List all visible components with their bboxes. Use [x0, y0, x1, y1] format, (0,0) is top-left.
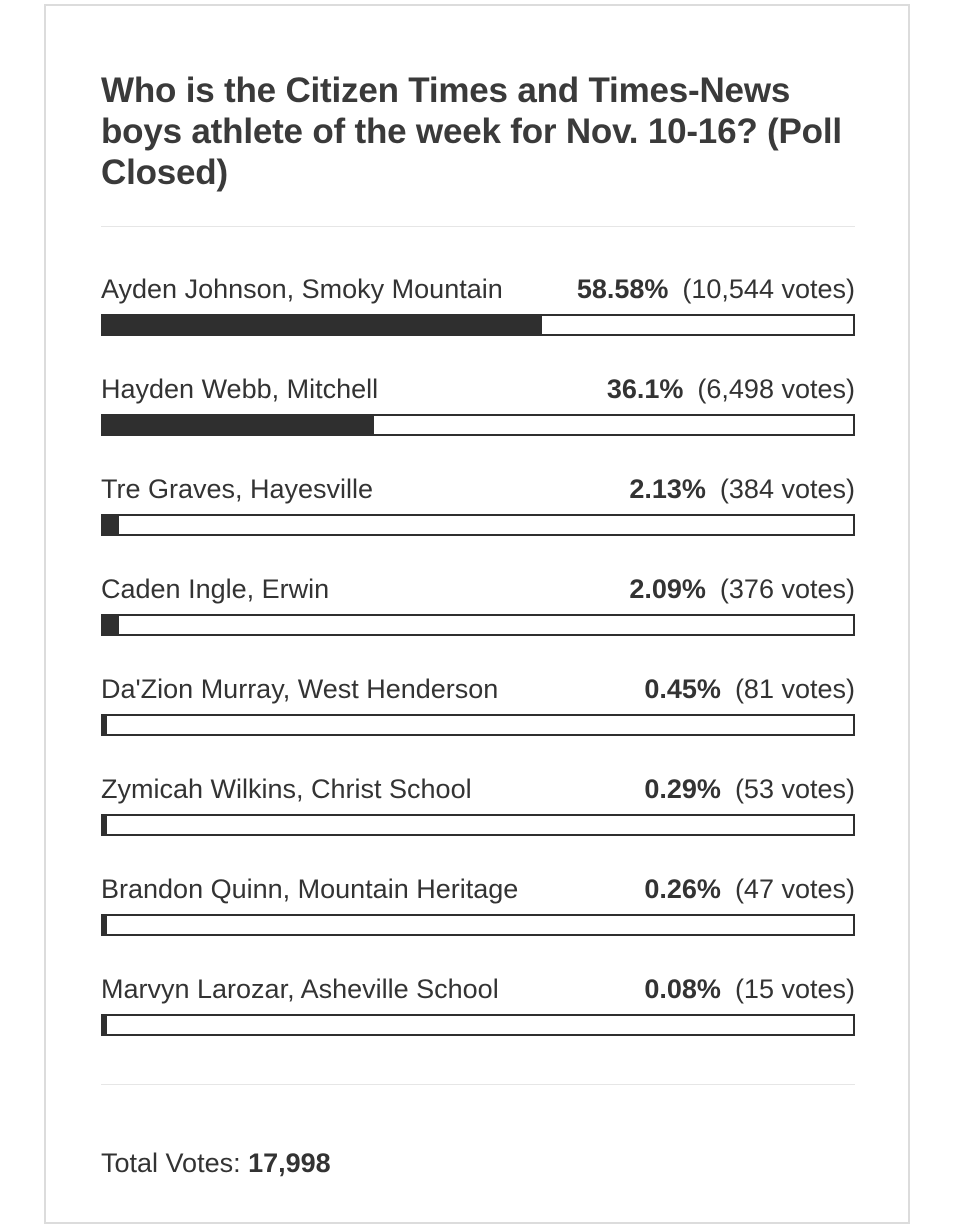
poll-results: Ayden Johnson, Smoky Mountain 58.58% (10,… — [101, 268, 855, 1068]
option-label: Caden Ingle, Erwin — [101, 573, 330, 604]
option-result: 2.13% (384 votes) — [629, 474, 855, 505]
option-votes: (6,498 votes) — [697, 373, 855, 404]
poll-option: Zymicah Wilkins, Christ School 0.29% (53 … — [101, 768, 855, 868]
result-bar — [101, 1014, 855, 1036]
option-label: Zymicah Wilkins, Christ School — [101, 773, 472, 804]
total-votes-value: 17,998 — [248, 1148, 331, 1178]
total-votes-label: Total Votes: — [101, 1148, 241, 1178]
option-votes: (384 votes) — [719, 473, 855, 504]
option-percent: 36.1% — [606, 373, 684, 404]
option-votes: (47 votes) — [734, 873, 855, 904]
option-result: 0.45% (81 votes) — [644, 674, 855, 705]
option-votes: (15 votes) — [734, 973, 855, 1004]
result-bar — [101, 914, 855, 936]
result-bar-fill — [103, 616, 119, 634]
option-votes: (10,544 votes) — [682, 273, 855, 304]
result-bar — [101, 414, 855, 436]
option-percent: 2.09% — [629, 573, 706, 604]
results-divider — [101, 1084, 855, 1085]
result-bar-fill — [103, 716, 107, 734]
option-votes: (81 votes) — [734, 673, 855, 704]
option-percent: 0.26% — [644, 873, 721, 904]
poll-option: Caden Ingle, Erwin 2.09% (376 votes) — [101, 568, 855, 668]
result-bar-fill — [103, 1016, 107, 1034]
poll-option: Ayden Johnson, Smoky Mountain 58.58% (10,… — [101, 268, 855, 368]
option-percent: 58.58% — [576, 273, 669, 304]
result-bar — [101, 514, 855, 536]
option-result: 58.58% (10,544 votes) — [577, 274, 855, 305]
option-percent: 0.08% — [644, 973, 721, 1004]
title-divider — [101, 226, 855, 227]
result-bar — [101, 714, 855, 736]
option-votes: (53 votes) — [734, 773, 855, 804]
option-percent: 0.29% — [644, 773, 721, 804]
result-bar — [101, 614, 855, 636]
poll-option: Marvyn Larozar, Asheville School 0.08% (1… — [101, 968, 855, 1068]
option-result: 0.26% (47 votes) — [644, 874, 855, 905]
poll-title: Who is the Citizen Times and Times-News … — [101, 71, 842, 192]
option-result: 2.09% (376 votes) — [629, 574, 855, 605]
option-votes: (376 votes) — [719, 573, 855, 604]
option-label: Marvyn Larozar, Asheville School — [101, 973, 499, 1004]
option-result: 0.29% (53 votes) — [644, 774, 855, 805]
result-bar-fill — [103, 516, 119, 534]
option-label: Hayden Webb, Mitchell — [101, 373, 379, 404]
option-percent: 2.13% — [629, 473, 706, 504]
option-percent: 0.45% — [644, 673, 721, 704]
option-label: Ayden Johnson, Smoky Mountain — [101, 273, 503, 304]
result-bar-fill — [103, 316, 543, 334]
option-result: 0.08% (15 votes) — [644, 974, 855, 1005]
poll-option: Da'Zion Murray, West Henderson 0.45% (81 … — [101, 668, 855, 768]
result-bar-fill — [103, 916, 107, 934]
result-bar-fill — [103, 816, 107, 834]
result-bar-fill — [103, 416, 374, 434]
poll-option: Brandon Quinn, Mountain Heritage 0.26% (4… — [101, 868, 855, 968]
result-bar — [101, 314, 855, 336]
option-result: 36.1% (6,498 votes) — [607, 374, 855, 405]
result-bar — [101, 814, 855, 836]
total-votes: Total Votes: 17,998 — [101, 1148, 331, 1179]
option-label: Tre Graves, Hayesville — [101, 473, 374, 504]
option-label: Brandon Quinn, Mountain Heritage — [101, 873, 519, 904]
option-label: Da'Zion Murray, West Henderson — [101, 673, 499, 704]
poll-option: Tre Graves, Hayesville 2.13% (384 votes) — [101, 468, 855, 568]
poll-option: Hayden Webb, Mitchell 36.1% (6,498 votes) — [101, 368, 855, 468]
